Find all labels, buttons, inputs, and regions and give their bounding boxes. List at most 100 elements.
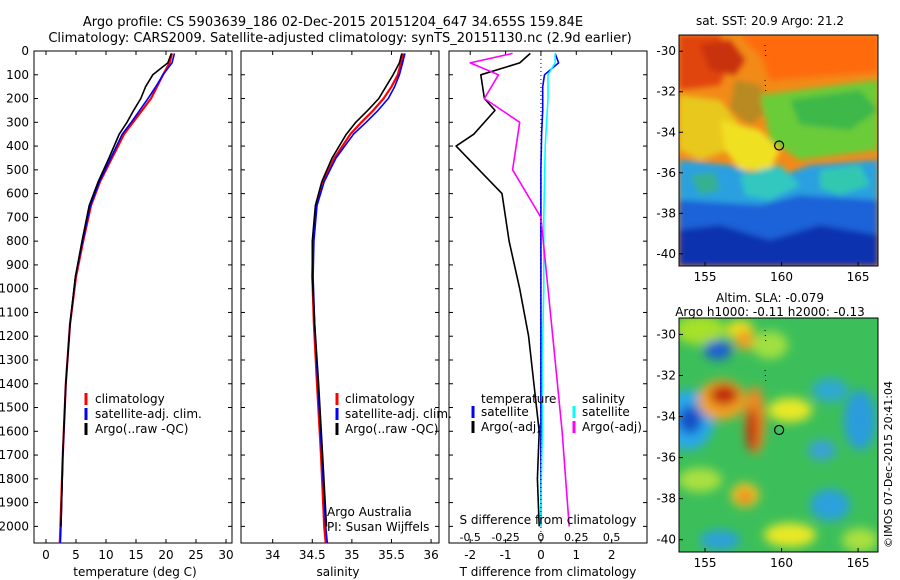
salinity-xlabel: salinity [316, 565, 359, 579]
x-tick-label: 34.5 [299, 548, 326, 562]
legend-header-temperature: temperature [481, 392, 556, 406]
depth-tick-label: 200 [6, 92, 29, 106]
lat-tick-label: -36 [656, 166, 676, 180]
x-tick-label: 35 [344, 548, 359, 562]
footer-stamp: ©IMOS 07-Dec-2015 20:41:04 [882, 381, 895, 548]
depth-tick-label: 1000 [0, 282, 29, 296]
s-tick-label: 0.5 [603, 531, 621, 544]
sla-map-axes: 155 160 165 -30 -32 -34 -36 -38 -40 [656, 327, 869, 570]
credit-line1: Argo Australia [327, 505, 412, 519]
depth-tick-label: 600 [6, 187, 29, 201]
x-tick-label: 5 [72, 548, 80, 562]
lon-tick-label: 165 [847, 556, 870, 570]
difference-plot: -2 -1 0 1 2 -0.5 -0.25 0 0.25 0.5 [455, 51, 621, 562]
depth-tick-label: 1800 [0, 472, 29, 486]
difference-xlabel: T difference from climatology [459, 565, 637, 579]
legend-header-salinity: salinity [582, 392, 625, 406]
lat-tick-label: -30 [656, 327, 676, 341]
sla-map-title2: Argo h1000: -0.11 h2000: -0.13 [675, 305, 865, 319]
x-tick-label: 20 [158, 548, 173, 562]
series-line-argo-raw-qc- [60, 53, 173, 527]
lat-tick-label: -34 [656, 125, 676, 139]
depth-tick-label: 800 [6, 234, 29, 248]
depth-axis: 0 100 200 300 400 500 600 700 800 900 1000 1100 1200… [0, 44, 647, 533]
salinity-panel [240, 50, 440, 544]
sst-map-title: sat. SST: 20.9 Argo: 21.2 [696, 14, 844, 28]
title-line1: Argo profile: CS 5903639_186 02-Dec-2015… [83, 15, 583, 30]
depth-tick-label: 1500 [0, 401, 29, 415]
legend-satellite: satellite-adj. clim. [345, 407, 452, 421]
lat-tick-label: -34 [656, 410, 676, 424]
title-line2: Climatology: CARS2009. Satellite-adjuste… [48, 31, 631, 46]
legend-argo: Argo(..raw -QC) [95, 422, 188, 436]
s-tick-label: 0 [537, 531, 544, 544]
depth-tick-label: 1400 [0, 377, 29, 391]
lat-tick-label: -38 [656, 206, 676, 220]
x-tick-label: 15 [128, 548, 143, 562]
difference-panel [448, 50, 648, 544]
depth-tick-label: 900 [6, 258, 29, 272]
depth-tick-label: 400 [6, 139, 29, 153]
lat-tick-label: -36 [656, 451, 676, 465]
lat-tick-label: -40 [656, 247, 676, 261]
lon-tick-label: 160 [770, 270, 793, 284]
x-tick-label: 36 [423, 548, 438, 562]
depth-tick-label: 100 [6, 68, 29, 82]
lon-tick-label: 160 [770, 556, 793, 570]
depth-tick-label: 1200 [0, 329, 29, 343]
series-line-temperature-argo-adj- [455, 52, 541, 527]
lat-tick-label: -38 [656, 492, 676, 506]
series-line-salinity-argo-adj- [469, 52, 570, 527]
depth-tick-label: 1900 [0, 496, 29, 510]
argo-position-marker [774, 424, 785, 436]
lat-tick-label: -40 [656, 533, 676, 547]
sla-map [679, 318, 878, 552]
x-tick-label: 1 [572, 548, 580, 562]
difference-legend: temperature salinity satellite Argo(-adj… [460, 392, 642, 527]
temperature-legend: climatology satellite-adj. clim. Argo(..… [84, 392, 202, 436]
temperature-panel [33, 50, 233, 544]
temperature-plot: 0 5 10 15 20 25 30 [42, 51, 234, 562]
x-tick-label: 30 [218, 548, 233, 562]
s-difference-label: S difference from climatology [460, 513, 637, 527]
depth-tick-label: 700 [6, 210, 29, 224]
s-tick-label: -0.5 [459, 531, 480, 544]
lat-tick-label: -32 [656, 368, 676, 382]
x-tick-label: 34 [265, 548, 280, 562]
sla-map-title1: Altim. SLA: -0.079 [716, 291, 824, 305]
depth-tick-label: 500 [6, 163, 29, 177]
x-tick-label: 10 [98, 548, 113, 562]
legend-temp-satellite: satellite [481, 405, 529, 419]
lon-tick-label: 155 [694, 556, 717, 570]
x-tick-label: -1 [500, 548, 512, 562]
sst-map-axes: 155 160 165 -30 -32 -34 -36 -38 -40 [656, 44, 869, 284]
s-tick-label: -0.25 [491, 531, 519, 544]
legend-sal-satellite: satellite [582, 405, 630, 419]
lat-tick-label: -30 [656, 44, 676, 58]
salinity-plot: 34 34.5 35 35.5 36 [265, 51, 439, 562]
depth-tick-label: 1600 [0, 424, 29, 438]
x-tick-label: 2 [608, 548, 616, 562]
legend-satellite: satellite-adj. clim. [95, 407, 202, 421]
depth-tick-label: 2000 [0, 519, 29, 533]
x-tick-label: 25 [188, 548, 203, 562]
x-tick-label: 0 [42, 548, 50, 562]
lon-tick-label: 165 [847, 270, 870, 284]
s-tick-label: 0.25 [564, 531, 589, 544]
depth-tick-label: 1300 [0, 353, 29, 367]
temperature-xlabel: temperature (deg C) [73, 565, 196, 579]
series-line-argo-raw-qc- [311, 53, 403, 527]
depth-tick-label: 1700 [0, 448, 29, 462]
x-tick-label: -2 [464, 548, 476, 562]
legend-sal-argo: Argo(-adj) [582, 420, 642, 434]
depth-tick-label: 1100 [0, 305, 29, 319]
legend-climatology: climatology [95, 392, 165, 406]
sst-map [679, 35, 878, 266]
legend-climatology: climatology [345, 392, 415, 406]
lon-tick-label: 155 [694, 270, 717, 284]
series-line-salinity-satellite [540, 53, 556, 527]
salinity-legend: climatology satellite-adj. clim. Argo(..… [327, 392, 452, 534]
depth-tick-label: 300 [6, 115, 29, 129]
argo-position-marker [774, 140, 785, 151]
